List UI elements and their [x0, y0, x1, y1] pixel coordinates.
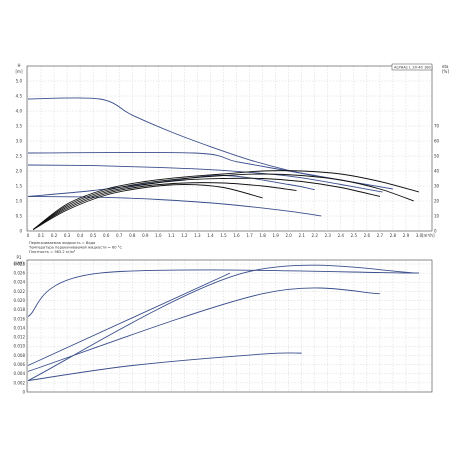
y-axis-symbol: H	[17, 63, 20, 68]
power-tick-label: 0.016	[14, 316, 26, 321]
power-tick-label: 0.026	[14, 271, 26, 276]
power-axis-label: [kW]	[14, 261, 24, 266]
x-tick-label: 0.6	[103, 233, 110, 238]
power-curve-5	[27, 352, 302, 382]
y2-tick-label: 30	[434, 183, 440, 188]
x-tick-label: 0.7	[116, 233, 123, 238]
power-tick-label: 0.018	[14, 307, 26, 312]
efficiency-curve-5	[32, 184, 263, 230]
x-tick-label: 1.1	[168, 233, 175, 238]
power-tick-label: 0.020	[14, 298, 26, 303]
title-box	[391, 63, 433, 71]
x-tick-label: 0.2	[51, 233, 58, 238]
y-tick-label: 2.5	[16, 153, 23, 158]
y-tick-label: 2.0	[16, 168, 23, 173]
x-tick-label: 3.0	[416, 233, 423, 238]
x-tick-label: 2.9	[403, 233, 410, 238]
power-curve-4	[27, 287, 380, 372]
power-tick-label: 0.012	[14, 335, 26, 340]
power-curve-1	[27, 269, 420, 317]
y2-tick-label: 40	[434, 168, 440, 173]
x-tick-label: 2.0	[285, 233, 292, 238]
x-tick-label: 1.3	[194, 233, 201, 238]
x-tick-label: 1.0	[155, 233, 162, 238]
x-tick-label: 0.9	[142, 233, 149, 238]
y-tick-label: 1.0	[16, 198, 23, 203]
y-tick-label: 3.5	[16, 123, 23, 128]
medium-note: Плотность = 983.2 кг/м³	[29, 250, 76, 254]
y-tick-label: 5.0	[16, 78, 23, 83]
x-tick-label: 2.5	[351, 233, 358, 238]
power-tick-label: 0.024	[14, 280, 26, 285]
x-tick-label: 0.5	[90, 233, 97, 238]
y-tick-label: 1.5	[16, 183, 23, 188]
bottom-plot-frame	[26, 259, 433, 393]
x-tick-label: 1.8	[259, 233, 266, 238]
x-tick-label: 2.6	[364, 233, 371, 238]
y-tick-label: 4.5	[16, 93, 23, 98]
medium-note: Перекачиваемая жидкость = Вода	[29, 241, 95, 245]
x-tick-label: 1.5	[220, 233, 227, 238]
x-tick-label: 0.3	[64, 233, 71, 238]
x-tick-label: 2.1	[299, 233, 306, 238]
x-tick-label: 0.8	[129, 233, 136, 238]
efficiency-curve-3	[32, 177, 381, 230]
y-tick-label: 0.5	[16, 213, 23, 218]
y-tick-label: 4.0	[16, 108, 23, 113]
power-tick-label: 0.028	[14, 261, 26, 266]
x-axis-label: [m³/h]	[422, 233, 435, 238]
medium-note: Температура перекачиваемой жидкости = 60…	[28, 246, 122, 250]
power-tick-label: 0.010	[14, 344, 26, 349]
x-tick-label: 2.8	[390, 233, 397, 238]
y2-tick-label: 10	[434, 213, 440, 218]
y-axis-label: [m]	[15, 69, 22, 74]
x-tick-label: 0	[27, 233, 30, 238]
power-curve-3	[27, 264, 420, 382]
x-tick-label: 2.2	[312, 233, 319, 238]
power-curve-2	[27, 272, 231, 366]
y2-axis-label: [%]	[442, 69, 449, 74]
power-axis-symbol: P1	[17, 255, 22, 260]
y2-tick-label: 70	[434, 123, 440, 128]
y2-tick-label: 60	[434, 138, 440, 143]
power-tick-label: 0.002	[14, 380, 26, 385]
power-tick-label: 0.008	[14, 353, 26, 358]
x-tick-label: 1.2	[181, 233, 188, 238]
x-tick-label: 2.7	[377, 233, 384, 238]
y2-tick-label: 0	[434, 228, 437, 233]
y2-tick-label: 20	[434, 198, 440, 203]
x-tick-label: 0.4	[77, 233, 84, 238]
y-tick-label: 3.0	[16, 138, 23, 143]
y2-tick-label: 50	[434, 153, 440, 158]
efficiency-curve-1	[32, 170, 420, 230]
x-tick-label: 1.9	[272, 233, 279, 238]
power-tick-label: 0.006	[14, 362, 26, 367]
x-tick-label: 0.1	[38, 233, 45, 238]
efficiency-curve-4	[32, 182, 297, 230]
x-tick-label: 2.4	[338, 233, 345, 238]
top-plot-frame	[26, 65, 433, 232]
y2-axis-symbol: eta	[442, 64, 449, 69]
power-tick-label: 0.014	[14, 325, 26, 330]
head-curve-3	[27, 164, 383, 193]
x-tick-label: 1.6	[233, 233, 240, 238]
x-tick-label: 1.4	[207, 233, 214, 238]
power-tick-label: 0.022	[14, 289, 26, 294]
x-tick-label: 1.7	[246, 233, 253, 238]
power-tick-label: 0	[22, 389, 25, 394]
head-curve-1	[27, 97, 315, 177]
chart-title: ALPHA1 L 20-40 180	[394, 66, 432, 70]
x-tick-label: 2.3	[325, 233, 332, 238]
power-tick-label: 0.004	[14, 371, 26, 376]
efficiency-curve-2	[32, 173, 414, 230]
y-tick-label: 0	[19, 228, 22, 233]
